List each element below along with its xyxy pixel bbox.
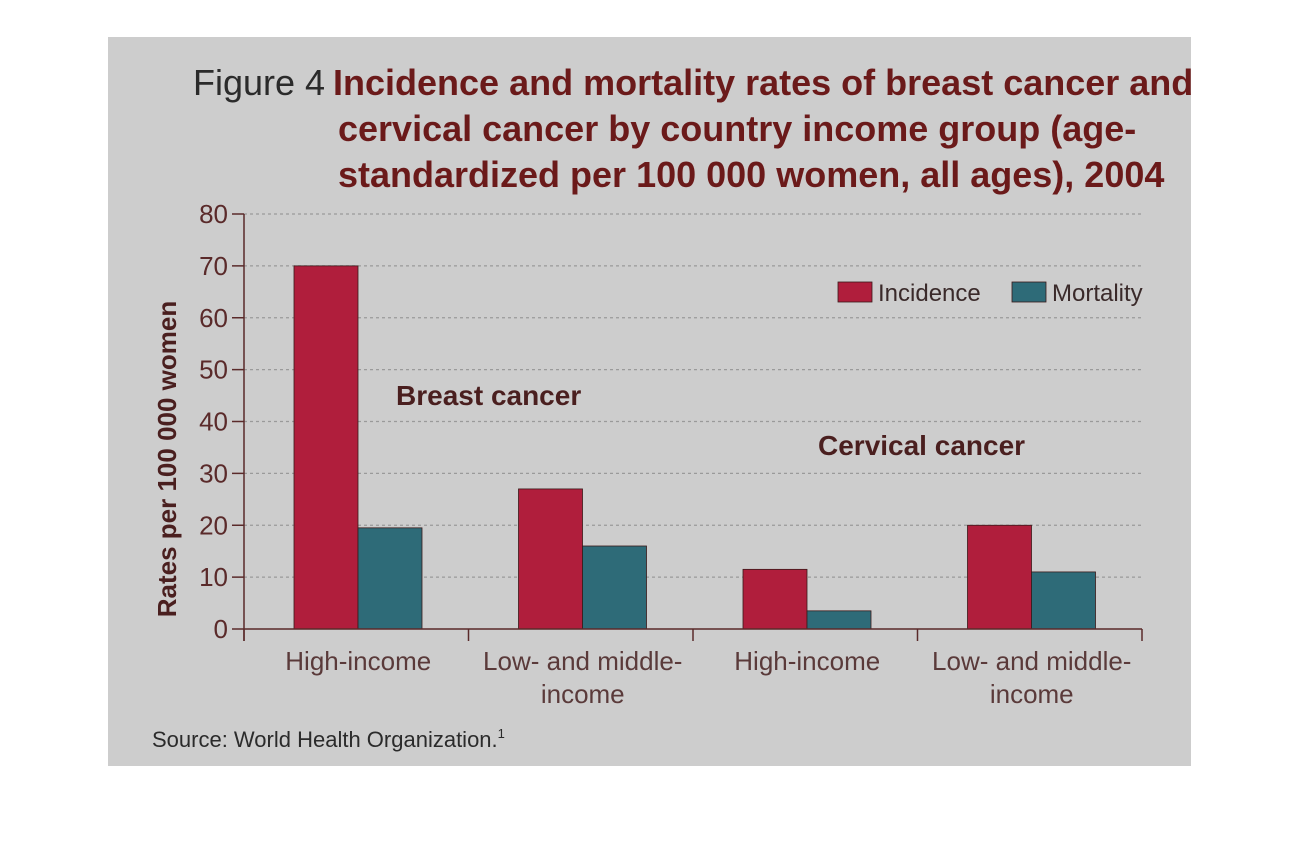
y-tick-label: 20 [199,510,228,540]
chart: Figure 4 Incidence and mortality rates o… [108,37,1191,766]
y-tick-label: 70 [199,251,228,281]
bars [293,265,1096,630]
y-axis-label: Rates per 100 000 women [152,301,182,618]
bar-incidence [967,524,1032,630]
legend-label-incidence: Incidence [878,280,981,307]
bar-mortality [1031,571,1096,630]
group-label: Cervical cancer [818,430,1025,461]
figure-panel: Figure 4 Incidence and mortality rates o… [108,37,1191,766]
title-line-1: Incidence and mortality rates of breast … [333,62,1191,103]
source-superscript: 1 [498,726,505,741]
bar-mortality [357,527,423,630]
group-labels: Breast cancer Cervical cancer [396,380,1025,461]
legend-swatch-incidence [837,281,873,303]
x-category-label: income [990,679,1074,709]
x-category-label: income [541,679,625,709]
legend-label-mortality: Mortality [1052,280,1143,307]
y-tick-label: 50 [199,355,228,385]
bar-incidence [518,488,583,630]
bar-mortality [806,610,872,630]
y-tick-labels: 0 10 20 30 40 50 60 70 80 [199,199,244,644]
group-label: Breast cancer [396,380,581,411]
x-category-label: Low- and middle- [932,646,1131,676]
figure-label: Figure 4 [193,62,325,103]
bar-mortality [582,545,647,630]
y-tick-label: 80 [199,199,228,229]
legend-swatch-mortality [1011,281,1047,303]
figure-background [108,37,1191,766]
y-tick-label: 10 [199,562,228,592]
x-category-label: High-income [285,646,431,676]
x-category-label: High-income [734,646,880,676]
y-tick-label: 0 [214,614,228,644]
x-category-labels: High-income Low- and middle-income High-in… [285,646,1131,709]
title-line-3: standardized per 100 000 women, all ages… [338,154,1164,195]
axes [243,214,1143,641]
y-tick-label: 60 [199,303,228,333]
x-category-label: Low- and middle- [483,646,682,676]
source-text: Source: World Health Organization. [152,727,498,752]
y-tick-label: 30 [199,458,228,488]
bar-incidence [742,568,808,630]
legend: Incidence Mortality [837,280,1143,307]
y-tick-label: 40 [199,407,228,437]
source-note: Source: World Health Organization.1 [152,726,505,752]
title-line-2: cervical cancer by country income group … [338,108,1136,149]
bar-incidence [293,265,359,630]
